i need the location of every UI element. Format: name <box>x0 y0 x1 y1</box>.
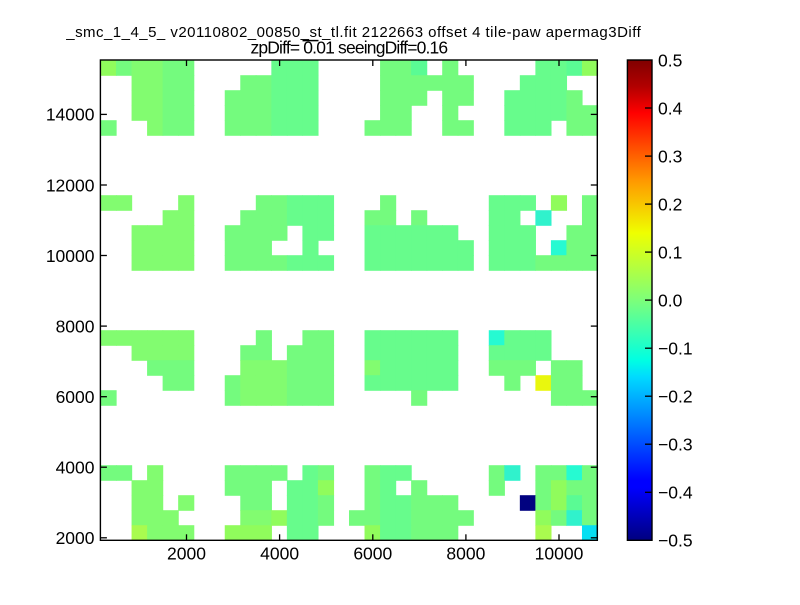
svg-text:zpDiff= 0.01 seeingDiff=0.16: zpDiff= 0.01 seeingDiff=0.16 <box>250 38 448 58</box>
svg-text:10000: 10000 <box>535 544 584 564</box>
svg-text:6000: 6000 <box>353 544 392 564</box>
svg-text:−0.4: −0.4 <box>658 483 693 503</box>
svg-text:−0.2: −0.2 <box>658 387 693 407</box>
svg-text:6000: 6000 <box>56 387 95 407</box>
svg-text:−0.1: −0.1 <box>658 339 693 359</box>
svg-text:10000: 10000 <box>46 246 95 266</box>
svg-text:14000: 14000 <box>46 105 95 125</box>
svg-text:_smc_1_4_5_ v20110802_00850_st: _smc_1_4_5_ v20110802_00850_st_tl.fit 21… <box>65 24 641 41</box>
svg-text:12000: 12000 <box>46 175 95 195</box>
svg-text:4000: 4000 <box>260 544 299 564</box>
svg-text:−0.5: −0.5 <box>658 531 693 551</box>
svg-text:0.0: 0.0 <box>658 290 683 310</box>
svg-text:0.3: 0.3 <box>658 146 682 166</box>
svg-text:0.4: 0.4 <box>658 98 683 118</box>
svg-text:8000: 8000 <box>446 544 485 564</box>
svg-text:8000: 8000 <box>56 316 95 336</box>
svg-text:4000: 4000 <box>56 458 95 478</box>
svg-text:2000: 2000 <box>56 528 95 548</box>
svg-text:0.1: 0.1 <box>658 242 682 262</box>
svg-text:0.5: 0.5 <box>658 50 682 70</box>
svg-text:−0.3: −0.3 <box>658 435 693 455</box>
svg-text:0.2: 0.2 <box>658 194 682 214</box>
svg-text:2000: 2000 <box>167 544 206 564</box>
